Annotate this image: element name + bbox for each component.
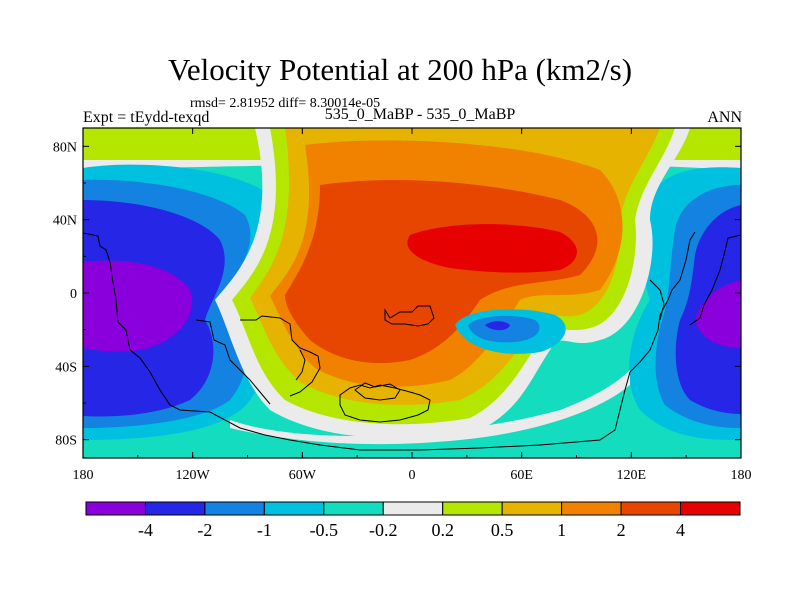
colorbar-label: 1 [557, 520, 566, 540]
colorbar-label: 0.5 [491, 520, 514, 540]
colorbar-label: 0.2 [431, 520, 454, 540]
colorbar-swatch [323, 501, 384, 516]
x-tick-label: 180 [731, 468, 752, 483]
case-label: 535_0_MaBP - 535_0_MaBP [324, 106, 516, 123]
colorbar-swatch [442, 501, 503, 516]
contour-band-4 [407, 224, 577, 273]
coastlines [83, 231, 741, 451]
colorbar-label: -4 [138, 520, 153, 540]
colorbar-label: -0.5 [310, 520, 339, 540]
y-tick-label: 80S [55, 434, 77, 449]
chart-subtitle: rmsd= 2.81952 diff= 8.30014e-05 [190, 96, 381, 111]
x-axis: 180 120W 60W 0 60E 120E 180 [73, 128, 752, 483]
contour-eddy-c [485, 321, 510, 331]
colorbar-swatch [85, 501, 146, 516]
colorbar-swatch [382, 501, 444, 516]
colorbar-swatch [680, 501, 741, 516]
season-label: ANN [707, 109, 742, 126]
y-tick-label: 40N [53, 214, 77, 229]
colorbar-label: -2 [197, 520, 212, 540]
contour-band-west-min [83, 260, 192, 352]
x-tick-label: 120W [176, 468, 211, 483]
x-tick-label: 60W [289, 468, 317, 483]
y-tick-label: 0 [70, 287, 77, 302]
contour-field [83, 128, 741, 458]
contour-band-south-zero [230, 370, 630, 445]
experiment-label: Expt = tEydd-texqd [83, 109, 210, 126]
x-tick-label: 0 [409, 468, 416, 483]
colorbar-label: 2 [617, 520, 626, 540]
chart-title: Velocity Potential at 200 hPa (km2/s) [167, 52, 633, 87]
colorbar-label: 4 [676, 520, 685, 540]
colorbar: -4 -2 -1 -0.5 -0.2 0.2 0.5 1 2 4 [85, 501, 741, 540]
y-axis: 80N 40N 0 40S 80S [53, 140, 741, 449]
y-tick-label: 80N [53, 140, 77, 155]
contour-band-east-min [695, 280, 741, 348]
colorbar-label: -1 [257, 520, 272, 540]
colorbar-swatch [144, 501, 206, 516]
colorbar-swatch [501, 501, 563, 516]
y-tick-label: 40S [55, 360, 77, 375]
colorbar-swatch [263, 501, 325, 516]
colorbar-swatch [204, 501, 265, 516]
x-tick-label: 60E [510, 468, 533, 483]
colorbar-swatch [620, 501, 682, 516]
x-tick-label: 180 [73, 468, 94, 483]
colorbar-swatch [561, 501, 622, 516]
colorbar-label: -0.2 [369, 520, 398, 540]
x-tick-label: 120E [617, 468, 647, 483]
